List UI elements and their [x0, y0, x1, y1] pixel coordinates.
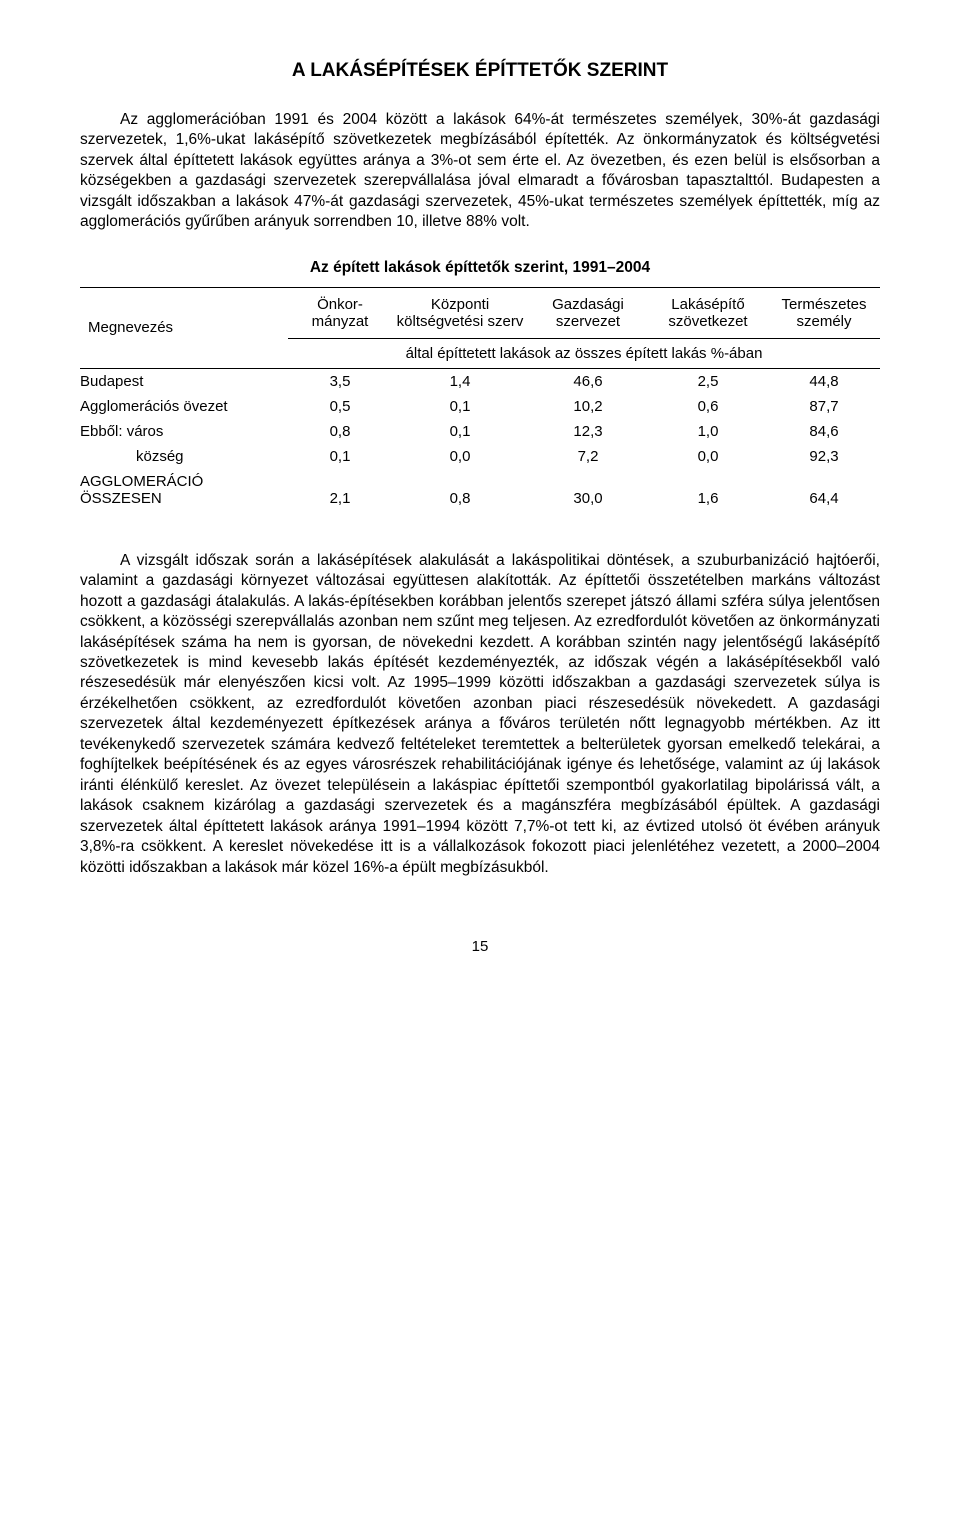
paragraph-2: A vizsgált időszak során a lakásépítések… — [80, 551, 880, 878]
cell: 0,6 — [648, 394, 768, 419]
table-row-total: AGGLOMERÁCIÓ ÖSSZESEN 2,1 0,8 30,0 1,6 6… — [80, 469, 880, 511]
cell: 0,0 — [392, 444, 528, 469]
cell: 92,3 — [768, 444, 880, 469]
table-caption: Az épített lakások építtetők szerint, 19… — [80, 259, 880, 277]
table-row: Agglomerációs övezet 0,5 0,1 10,2 0,6 87… — [80, 394, 880, 419]
cell: 84,6 — [768, 419, 880, 444]
table-row: község 0,1 0,0 7,2 0,0 92,3 — [80, 444, 880, 469]
cell: 46,6 — [528, 368, 648, 394]
col-header-termeszetes: Természetes személy — [768, 287, 880, 338]
cell: 1,0 — [648, 419, 768, 444]
col-header-gazdasagi: Gazdasági szervezet — [528, 287, 648, 338]
row-label: Budapest — [80, 368, 288, 394]
cell: 0,8 — [392, 469, 528, 511]
row-label: község — [80, 444, 288, 469]
col-header-koltsegvetesi: Központi költségvetési szerv — [392, 287, 528, 338]
cell: 7,2 — [528, 444, 648, 469]
cell: 0,1 — [392, 419, 528, 444]
cell: 0,8 — [288, 419, 392, 444]
cell: 0,5 — [288, 394, 392, 419]
paragraph-1: Az agglomerációban 1991 és 2004 között a… — [80, 110, 880, 233]
col-subheader: által építtetett lakások az összes építe… — [288, 338, 880, 368]
data-table: Megnevezés Önkor-mányzat Központi költsé… — [80, 287, 880, 511]
cell: 0,1 — [288, 444, 392, 469]
cell: 44,8 — [768, 368, 880, 394]
cell: 10,2 — [528, 394, 648, 419]
col-header-lakasepito: Lakásépítő szövetkezet — [648, 287, 768, 338]
page-number: 15 — [80, 938, 880, 955]
row-label: Ebből: város — [80, 419, 288, 444]
total-label-line2: ÖSSZESEN — [80, 490, 282, 507]
cell: 0,0 — [648, 444, 768, 469]
cell: 2,1 — [288, 469, 392, 511]
total-label-line1: AGGLOMERÁCIÓ — [80, 473, 282, 490]
row-label: AGGLOMERÁCIÓ ÖSSZESEN — [80, 469, 288, 511]
cell: 87,7 — [768, 394, 880, 419]
cell: 2,5 — [648, 368, 768, 394]
cell: 12,3 — [528, 419, 648, 444]
cell: 64,4 — [768, 469, 880, 511]
table-row: Ebből: város 0,8 0,1 12,3 1,0 84,6 — [80, 419, 880, 444]
cell: 0,1 — [392, 394, 528, 419]
col-header-megnevezes: Megnevezés — [80, 287, 288, 368]
cell: 1,4 — [392, 368, 528, 394]
row-label: Agglomerációs övezet — [80, 394, 288, 419]
table-row: Budapest 3,5 1,4 46,6 2,5 44,8 — [80, 368, 880, 394]
cell: 3,5 — [288, 368, 392, 394]
cell: 1,6 — [648, 469, 768, 511]
col-header-onkormanyzat: Önkor-mányzat — [288, 287, 392, 338]
page-title: A LAKÁSÉPÍTÉSEK ÉPÍTTETŐK SZERINT — [80, 60, 880, 82]
cell: 30,0 — [528, 469, 648, 511]
